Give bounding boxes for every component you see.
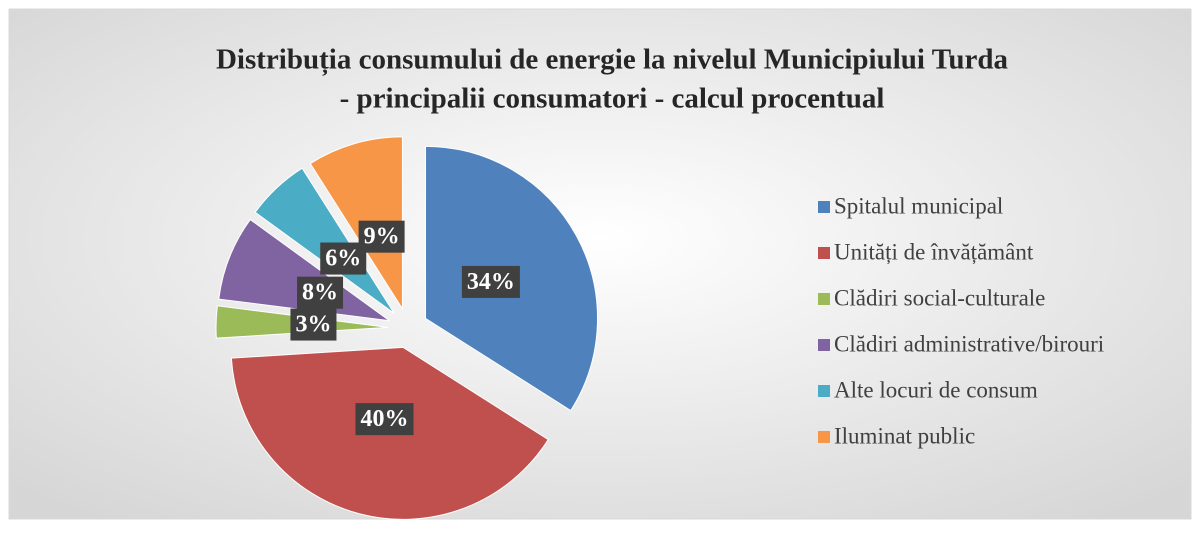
- legend-swatch: [818, 431, 830, 443]
- data-label-box: [297, 276, 344, 309]
- data-label-box: [461, 265, 520, 298]
- data-label-box: [355, 403, 414, 436]
- legend-swatch: [818, 247, 830, 259]
- legend-label: Alte locuri de consum: [834, 377, 1038, 402]
- data-label: 40%: [360, 406, 408, 432]
- chart-background: [8, 8, 1192, 520]
- data-label: 9%: [364, 224, 400, 250]
- legend-label: Clădiri administrative/birouri: [834, 331, 1104, 356]
- legend-label: Clădiri social-culturale: [834, 285, 1045, 310]
- legend-swatch: [818, 293, 830, 305]
- chart-title: Distribuția consumului de energie la niv…: [216, 44, 1009, 77]
- pie-slice: [254, 167, 395, 314]
- data-label-box: [358, 220, 405, 253]
- legend-swatch: [818, 201, 830, 213]
- legend-swatch: [818, 339, 830, 351]
- legend-label: Iluminat public: [834, 423, 975, 448]
- legend-label: Unități de învățământ: [834, 239, 1034, 264]
- legend-label: Spitalul municipal: [834, 193, 1003, 218]
- pie-slice: [309, 136, 403, 311]
- data-label: 34%: [467, 269, 515, 295]
- data-label-box: [320, 242, 367, 275]
- data-label-box: [290, 308, 337, 341]
- data-label: 6%: [325, 246, 361, 272]
- data-label: 8%: [302, 280, 338, 306]
- data-label: 3%: [295, 312, 331, 338]
- legend-swatch: [818, 385, 830, 397]
- chart-title: - principalii consumatori - calcul proce…: [340, 83, 885, 115]
- pie-slice: [218, 218, 390, 322]
